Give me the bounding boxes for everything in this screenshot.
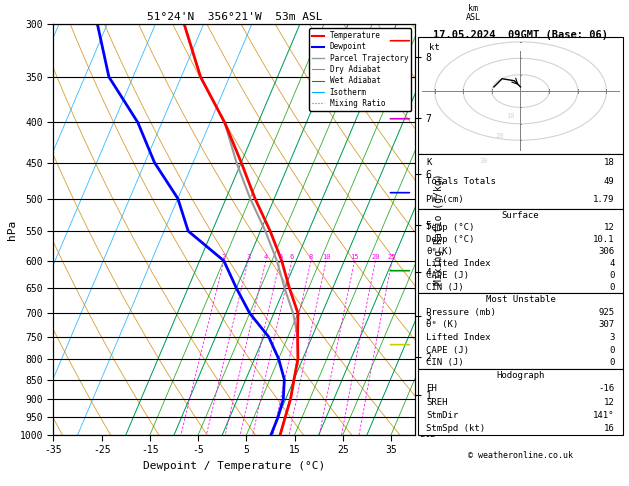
Bar <box>418 293 623 369</box>
Text: CAPE (J): CAPE (J) <box>426 271 469 280</box>
Text: 4: 4 <box>264 254 268 260</box>
Text: CIN (J): CIN (J) <box>426 283 464 292</box>
Text: 17.05.2024  09GMT (Base: 06): 17.05.2024 09GMT (Base: 06) <box>433 31 608 40</box>
Text: 12: 12 <box>604 223 615 232</box>
Bar <box>418 209 623 293</box>
Text: Most Unstable: Most Unstable <box>486 295 555 304</box>
Text: 307: 307 <box>598 320 615 330</box>
Text: Totals Totals: Totals Totals <box>426 177 496 186</box>
Text: kt: kt <box>428 43 439 52</box>
Text: StmSpd (kt): StmSpd (kt) <box>426 424 486 433</box>
Text: 141°: 141° <box>593 411 615 420</box>
Text: 18: 18 <box>604 158 615 167</box>
Text: 6: 6 <box>290 254 294 260</box>
Text: 0: 0 <box>609 271 615 280</box>
Text: 3: 3 <box>246 254 250 260</box>
Text: © weatheronline.co.uk: © weatheronline.co.uk <box>468 451 573 460</box>
Text: 15: 15 <box>350 254 359 260</box>
Text: 25: 25 <box>387 254 396 260</box>
Text: 3: 3 <box>609 333 615 342</box>
Text: θᵉ (K): θᵉ (K) <box>426 320 459 330</box>
Text: 20: 20 <box>371 254 380 260</box>
Text: SREH: SREH <box>426 398 448 407</box>
Text: K: K <box>426 158 432 167</box>
Text: 5: 5 <box>278 254 282 260</box>
Text: 2: 2 <box>222 254 226 260</box>
Text: -16: -16 <box>598 384 615 394</box>
Text: 10: 10 <box>506 113 515 119</box>
Text: θᵉ(K): θᵉ(K) <box>426 247 454 256</box>
Text: 8: 8 <box>309 254 313 260</box>
Text: Surface: Surface <box>502 210 539 220</box>
Y-axis label: Mixing Ratio (g/kg): Mixing Ratio (g/kg) <box>434 174 444 285</box>
Text: 0: 0 <box>609 359 615 367</box>
Text: 16: 16 <box>604 424 615 433</box>
Text: 20: 20 <box>496 133 504 139</box>
Text: 925: 925 <box>598 308 615 317</box>
Text: 0: 0 <box>609 283 615 292</box>
Title: 51°24'N  356°21'W  53m ASL: 51°24'N 356°21'W 53m ASL <box>147 12 322 22</box>
Text: Temp (°C): Temp (°C) <box>426 223 475 232</box>
Text: Pressure (mb): Pressure (mb) <box>426 308 496 317</box>
Text: 4: 4 <box>609 259 615 268</box>
Text: StmDir: StmDir <box>426 411 459 420</box>
Text: 0: 0 <box>609 346 615 355</box>
Legend: Temperature, Dewpoint, Parcel Trajectory, Dry Adiabat, Wet Adiabat, Isotherm, Mi: Temperature, Dewpoint, Parcel Trajectory… <box>309 28 411 111</box>
Text: CIN (J): CIN (J) <box>426 359 464 367</box>
Text: 12: 12 <box>604 398 615 407</box>
Text: km
ASL: km ASL <box>465 4 481 22</box>
Bar <box>418 369 623 435</box>
Text: 10.1: 10.1 <box>593 235 615 243</box>
Y-axis label: hPa: hPa <box>7 220 17 240</box>
Text: Dewp (°C): Dewp (°C) <box>426 235 475 243</box>
Text: 49: 49 <box>604 177 615 186</box>
X-axis label: Dewpoint / Temperature (°C): Dewpoint / Temperature (°C) <box>143 461 325 471</box>
Text: Lifted Index: Lifted Index <box>426 333 491 342</box>
Bar <box>418 36 623 154</box>
Text: PW (cm): PW (cm) <box>426 195 464 204</box>
Text: CAPE (J): CAPE (J) <box>426 346 469 355</box>
Text: 1.79: 1.79 <box>593 195 615 204</box>
Text: 306: 306 <box>598 247 615 256</box>
Text: 10: 10 <box>322 254 330 260</box>
Text: LCL: LCL <box>415 431 435 439</box>
Text: 30: 30 <box>479 158 488 164</box>
Bar <box>418 154 623 209</box>
Text: Lifted Index: Lifted Index <box>426 259 491 268</box>
Text: Hodograph: Hodograph <box>496 371 545 381</box>
Text: EH: EH <box>426 384 437 394</box>
